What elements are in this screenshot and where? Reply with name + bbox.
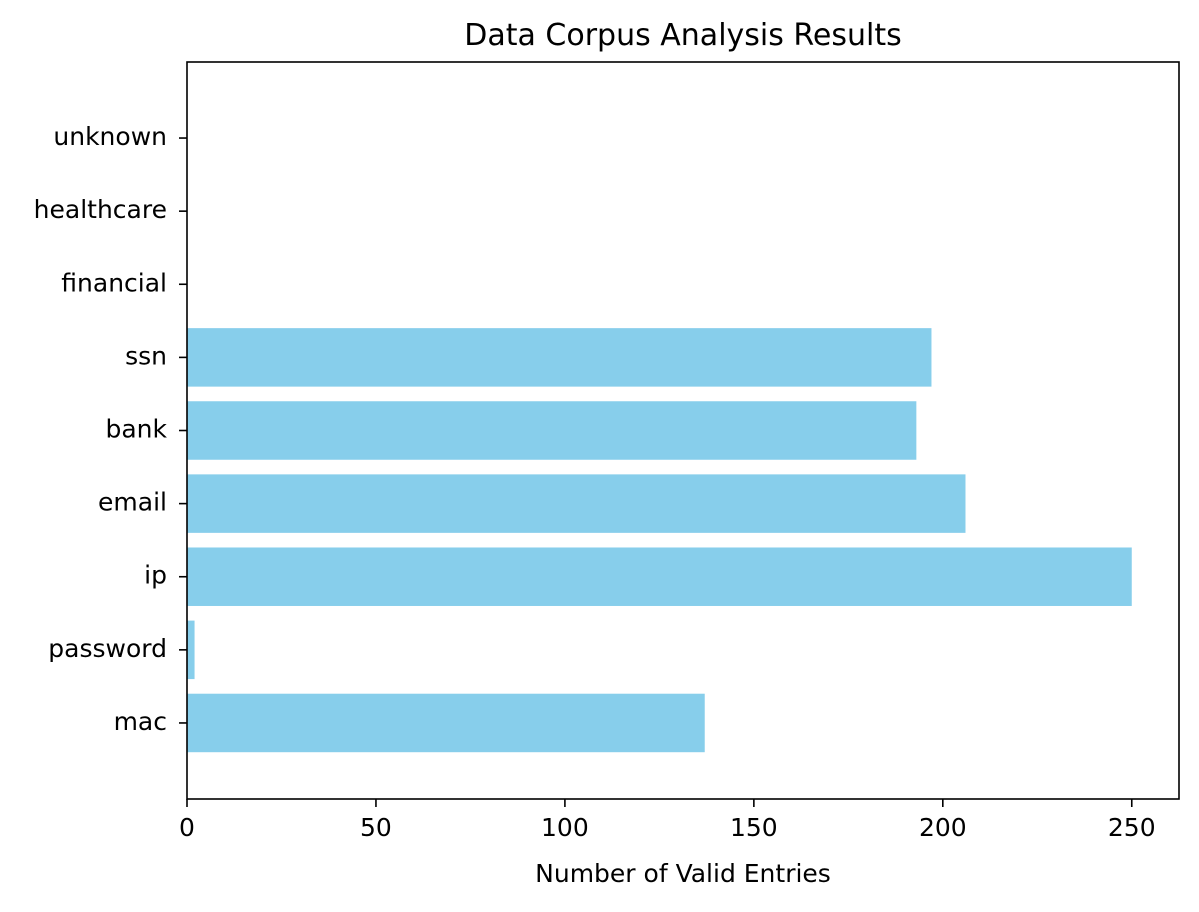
bar-ip <box>187 547 1132 606</box>
x-axis-ticks: 0 50 100 150 200 250 <box>179 799 1156 842</box>
x-tick-label-0: 0 <box>179 813 195 842</box>
x-tick-label-50: 50 <box>360 813 392 842</box>
y-tick-label-email: email <box>98 488 167 517</box>
bars-group <box>187 328 1132 753</box>
x-axis-label: Number of Valid Entries <box>535 859 831 888</box>
x-tick-label-200: 200 <box>919 813 967 842</box>
y-tick-label-mac: mac <box>114 707 167 736</box>
bar-ssn <box>187 328 932 387</box>
bar-password <box>187 620 195 680</box>
bar-email <box>187 474 966 533</box>
y-tick-label-password: password <box>48 634 167 663</box>
bar-mac <box>187 693 705 753</box>
x-tick-label-250: 250 <box>1108 813 1156 842</box>
y-tick-label-ip: ip <box>144 561 167 590</box>
x-tick-label-100: 100 <box>541 813 589 842</box>
bar-bank <box>187 401 917 460</box>
x-tick-label-150: 150 <box>730 813 778 842</box>
y-tick-label-bank: bank <box>105 415 167 444</box>
y-tick-label-unknown: unknown <box>53 122 167 151</box>
y-tick-label-ssn: ssn <box>125 341 167 370</box>
y-tick-label-healthcare: healthcare <box>34 195 167 224</box>
chart-title: Data Corpus Analysis Results <box>464 18 902 53</box>
y-axis-ticks: mac password ip email bank ssn financial health… <box>34 122 187 736</box>
plot-frame <box>186 61 1180 800</box>
y-tick-label-financial: financial <box>61 268 167 297</box>
